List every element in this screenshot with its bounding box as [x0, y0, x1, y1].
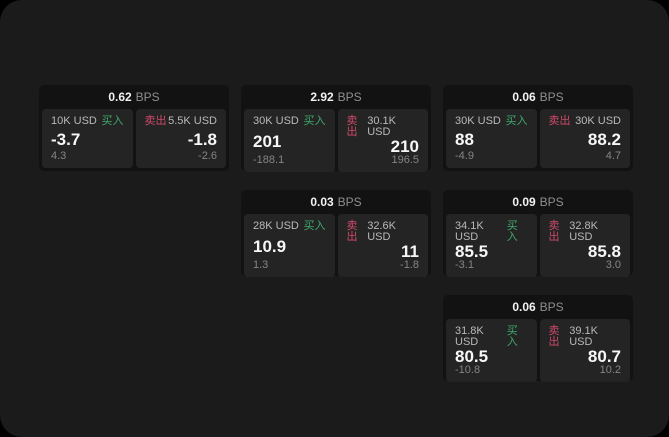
bps-unit: BPS [337, 195, 362, 209]
sell-price: 88.2 [587, 129, 621, 149]
buy-side-label: 买入 [506, 220, 518, 243]
buy-panel[interactable]: 10K USD 买入 -3.7 4.3 [42, 109, 133, 168]
sell-delta: 4.7 [605, 150, 621, 162]
buy-panel[interactable]: 34.1K USD 买入 85.5 -3.1 [446, 214, 537, 277]
quote-body: 31.8K USD 买入 80.5 -10.8 卖出 39.1K USD 80.… [443, 319, 633, 385]
buy-price: 201 [253, 131, 282, 151]
bps-header: 0.09 BPS [443, 190, 633, 214]
bps-header: 0.03 BPS [241, 190, 431, 214]
sell-panel[interactable]: 卖出 30K USD 88.2 4.7 [539, 109, 630, 168]
quote-body: 10K USD 买入 -3.7 4.3 卖出 5.5K USD -1.8 -2.… [39, 109, 229, 171]
quote-card: 0.62 BPS 10K USD 买入 -3.7 4.3 卖出 5.5K USD… [39, 85, 229, 171]
sell-amount: 30.1K USD [367, 115, 396, 138]
buy-price: 85.5 [455, 242, 489, 261]
sell-amount: 32.8K USD [569, 220, 598, 243]
buy-panel[interactable]: 30K USD 买入 201 -188.1 [244, 109, 335, 172]
bps-unit: BPS [539, 195, 564, 209]
bps-unit: BPS [539, 300, 564, 314]
card-grid: 0.62 BPS 10K USD 买入 -3.7 4.3 卖出 5.5K USD… [39, 85, 633, 382]
sell-delta: 3.0 [605, 259, 621, 271]
bps-header: 0.06 BPS [443, 85, 633, 109]
buy-amount: 10K USD [51, 115, 97, 127]
quote-card: 0.06 BPS 31.8K USD 买入 80.5 -10.8 卖出 39.1… [443, 295, 633, 382]
bps-value: 0.09 [512, 195, 536, 209]
sell-panel[interactable]: 卖出 32.8K USD 85.8 3.0 [539, 214, 630, 277]
buy-amount: 34.1K USD [455, 220, 484, 243]
buy-panel[interactable]: 28K USD 买入 10.9 1.3 [244, 214, 335, 277]
bps-unit: BPS [539, 90, 564, 104]
bps-value: 0.03 [310, 195, 334, 209]
bps-value: 0.06 [512, 90, 536, 104]
sell-amount: 32.6K USD [367, 220, 396, 243]
buy-amount: 30K USD [253, 115, 299, 127]
sell-amount: 5.5K USD [168, 115, 217, 127]
quote-card: 0.03 BPS 28K USD 买入 10.9 1.3 卖出 32.6K US… [241, 190, 431, 277]
buy-price: 10.9 [253, 236, 287, 256]
quote-body: 28K USD 买入 10.9 1.3 卖出 32.6K USD 11 -1.8 [241, 214, 431, 280]
buy-panel[interactable]: 30K USD 买入 88 -4.9 [446, 109, 537, 168]
sell-price: 210 [390, 137, 419, 156]
sell-delta: -1.8 [400, 259, 419, 271]
buy-delta: -4.9 [455, 150, 474, 162]
bps-value: 0.62 [108, 90, 132, 104]
buy-amount: 30K USD [455, 115, 501, 127]
sell-panel[interactable]: 卖出 5.5K USD -1.8 -2.6 [135, 109, 226, 168]
sell-side-label: 卖出 [548, 325, 560, 348]
sell-panel[interactable]: 卖出 39.1K USD 80.7 10.2 [539, 319, 630, 382]
sell-panel[interactable]: 卖出 32.6K USD 11 -1.8 [337, 214, 428, 277]
sell-side-label: 卖出 [346, 220, 358, 243]
sell-price: 80.7 [587, 347, 621, 366]
buy-amount: 31.8K USD [455, 325, 484, 348]
buy-side-label: 买入 [101, 115, 124, 127]
sell-delta: 10.2 [599, 364, 621, 376]
bps-header: 2.92 BPS [241, 85, 431, 109]
buy-side-label: 买入 [303, 115, 326, 127]
bps-unit: BPS [135, 90, 160, 104]
sell-delta: 196.5 [391, 154, 419, 166]
sell-price: 85.8 [587, 242, 621, 261]
buy-price: 80.5 [455, 347, 489, 366]
buy-side-label: 买入 [505, 115, 528, 127]
sell-side-label: 卖出 [144, 115, 167, 127]
sell-side-label: 卖出 [548, 220, 560, 243]
buy-amount: 28K USD [253, 220, 299, 232]
quote-body: 30K USD 买入 88 -4.9 卖出 30K USD 88.2 4.7 [443, 109, 633, 171]
bps-header: 0.62 BPS [39, 85, 229, 109]
quote-body: 34.1K USD 买入 85.5 -3.1 卖出 32.8K USD 85.8… [443, 214, 633, 280]
sell-amount: 39.1K USD [569, 325, 598, 348]
buy-delta: 1.3 [253, 259, 269, 271]
sell-price: 11 [401, 242, 419, 261]
quote-card: 0.09 BPS 34.1K USD 买入 85.5 -3.1 卖出 32.8K… [443, 190, 633, 277]
buy-delta: -188.1 [253, 154, 285, 166]
bps-value: 2.92 [310, 90, 334, 104]
buy-price: -3.7 [51, 129, 81, 149]
quote-card: 0.06 BPS 30K USD 买入 88 -4.9 卖出 30K USD 8… [443, 85, 633, 171]
bps-unit: BPS [337, 90, 362, 104]
sell-side-label: 卖出 [548, 115, 571, 127]
sell-delta: -2.6 [198, 150, 217, 162]
buy-price: 88 [455, 129, 474, 149]
sell-amount: 30K USD [575, 115, 621, 127]
sell-side-label: 卖出 [346, 115, 358, 138]
buy-delta: -10.8 [455, 364, 481, 376]
bps-value: 0.06 [512, 300, 536, 314]
buy-side-label: 买入 [506, 325, 518, 348]
quote-body: 30K USD 买入 201 -188.1 卖出 30.1K USD 210 1… [241, 109, 431, 175]
buy-panel[interactable]: 31.8K USD 买入 80.5 -10.8 [446, 319, 537, 382]
buy-delta: 4.3 [51, 150, 67, 162]
buy-side-label: 买入 [303, 220, 326, 232]
bps-header: 0.06 BPS [443, 295, 633, 319]
buy-delta: -3.1 [455, 259, 474, 271]
sell-price: -1.8 [187, 129, 217, 149]
sell-panel[interactable]: 卖出 30.1K USD 210 196.5 [337, 109, 428, 172]
quote-card: 2.92 BPS 30K USD 买入 201 -188.1 卖出 30.1K … [241, 85, 431, 172]
